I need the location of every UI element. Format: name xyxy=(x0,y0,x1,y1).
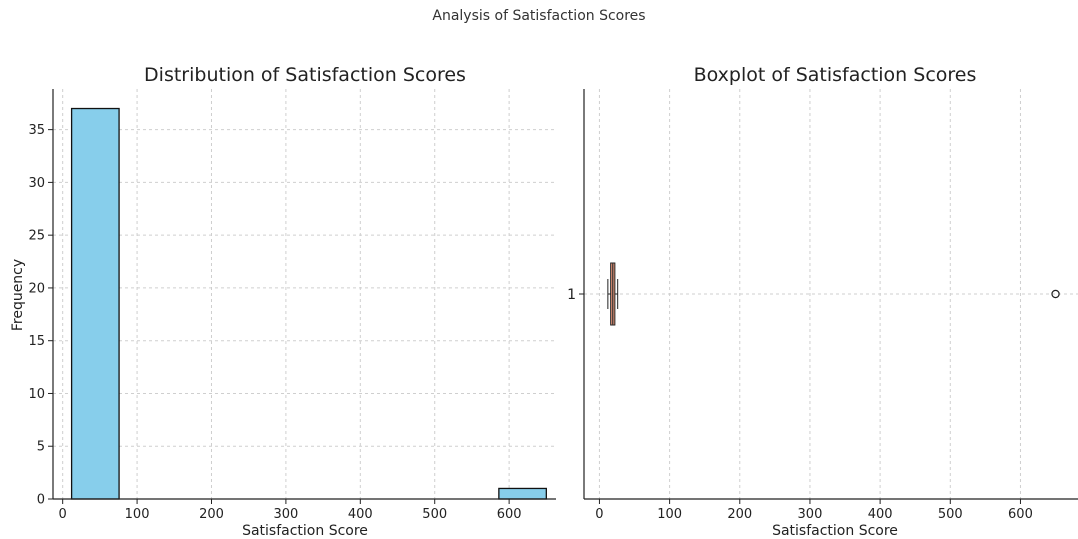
boxplot-chart: Boxplot of Satisfaction Scores 0 100 200 30… xyxy=(567,64,1078,539)
histogram-bar xyxy=(498,487,547,500)
boxplot-outlier xyxy=(1051,289,1060,299)
histogram-x-tick-label: 200 xyxy=(199,507,224,522)
histogram-chart: Distribution of Satisfaction Scores 0 100… xyxy=(10,64,556,539)
boxplot-x-label: Satisfaction Score xyxy=(772,523,898,539)
histogram-y-ticks: 0 5 10 15 20 25 30 35 xyxy=(28,123,53,508)
histogram-x-tick-label: 400 xyxy=(348,507,373,522)
histogram-bars xyxy=(70,107,547,500)
histogram-y-tick-label: 10 xyxy=(28,387,45,402)
figure-title: Analysis of Satisfaction Scores xyxy=(432,8,646,24)
histogram-x-label: Satisfaction Score xyxy=(242,523,368,539)
boxplot-x-tick-label: 400 xyxy=(868,507,893,522)
boxplot-x-tick-label: 100 xyxy=(657,507,682,522)
boxplot-marks xyxy=(607,262,1060,326)
histogram-x-tick-label: 100 xyxy=(125,507,150,522)
histogram-axes xyxy=(52,89,556,500)
histogram-y-tick-label: 25 xyxy=(28,229,45,244)
histogram-y-tick-label: 30 xyxy=(28,176,45,191)
histogram-y-tick-label: 5 xyxy=(37,440,45,455)
histogram-x-ticks: 0 100 200 300 400 500 600 xyxy=(59,499,522,522)
histogram-y-tick-label: 15 xyxy=(28,334,45,349)
boxplot-y-ticks: 1 xyxy=(567,287,584,303)
boxplot-x-tick-label: 300 xyxy=(798,507,823,522)
histogram-x-tick-label: 300 xyxy=(273,507,298,522)
boxplot-x-tick-label: 200 xyxy=(727,507,752,522)
histogram-x-tick-label: 500 xyxy=(422,507,447,522)
histogram-grid xyxy=(53,89,556,500)
boxplot-title: Boxplot of Satisfaction Scores xyxy=(694,64,977,86)
histogram-y-tick-label: 35 xyxy=(28,123,45,138)
histogram-y-tick-label: 20 xyxy=(28,281,45,296)
boxplot-x-tick-label: 600 xyxy=(1008,507,1033,522)
histogram-x-tick-label: 0 xyxy=(59,507,67,522)
boxplot-x-ticks: 0 100 200 300 400 500 600 xyxy=(595,499,1033,522)
histogram-y-tick-label: 0 xyxy=(37,493,45,508)
histogram-title: Distribution of Satisfaction Scores xyxy=(144,64,466,86)
boxplot-x-tick-label: 0 xyxy=(595,507,603,522)
histogram-y-label: Frequency xyxy=(10,259,26,331)
boxplot-y-tick-label: 1 xyxy=(567,287,576,303)
histogram-x-tick-label: 600 xyxy=(497,507,522,522)
boxplot-grid xyxy=(584,89,1078,499)
histogram-bar xyxy=(70,107,120,500)
boxplot-x-tick-label: 500 xyxy=(938,507,963,522)
